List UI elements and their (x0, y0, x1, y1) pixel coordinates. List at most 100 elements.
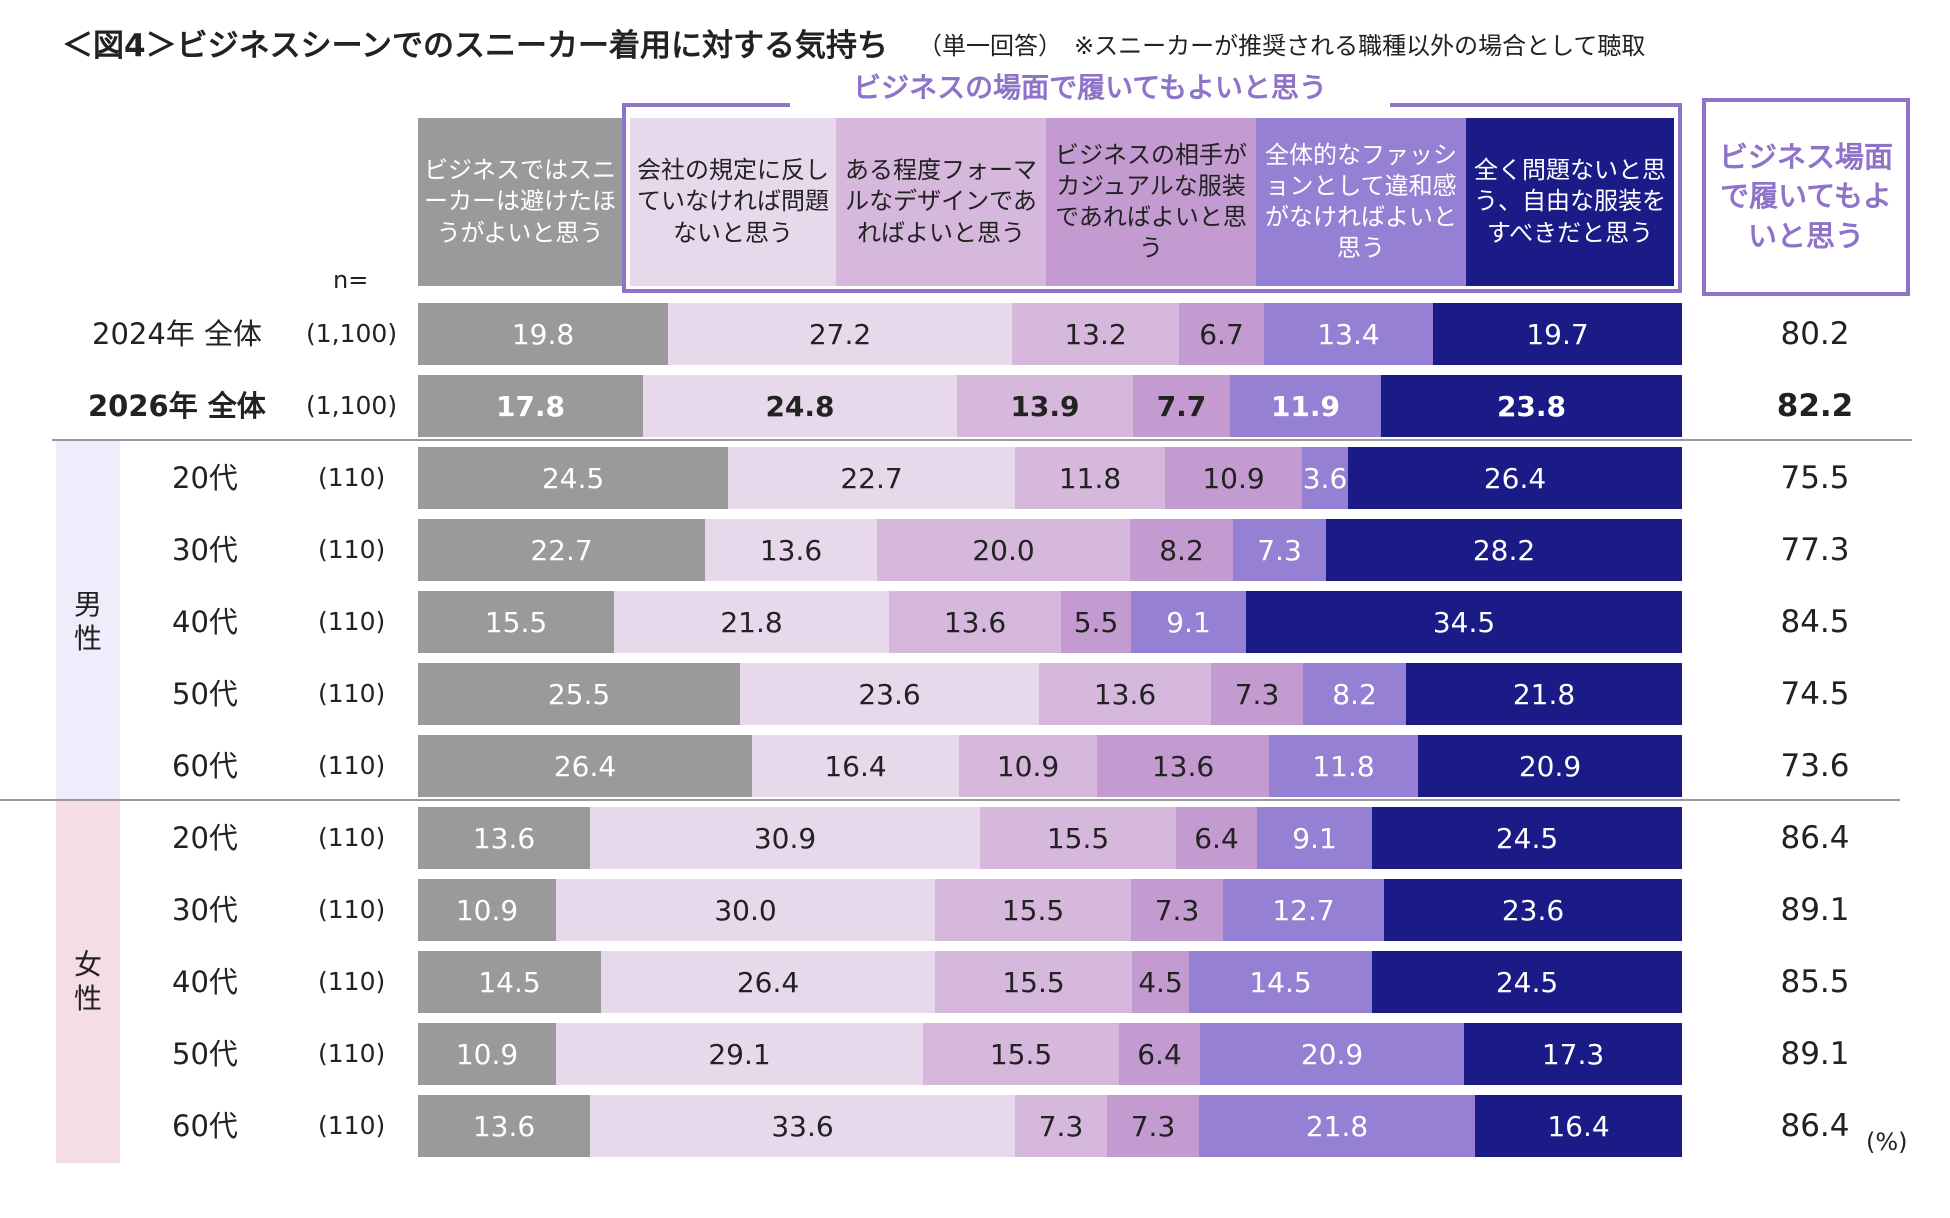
bar-row: 13.6 30.9 15.5 6.4 9.1 24.5 (418, 807, 1682, 869)
bar-segment: 17.8 (418, 375, 643, 437)
row-label: 40代 (172, 605, 238, 639)
bar-segment: 23.6 (1384, 879, 1682, 941)
bar-segment: 22.7 (728, 447, 1015, 509)
bar-segment: 3.6 (1302, 447, 1348, 509)
row-n: (110) (318, 895, 386, 924)
bar-segment: 11.8 (1269, 735, 1418, 797)
bar-segment: 30.0 (556, 879, 935, 941)
total-value: 89.1 (1780, 892, 1850, 928)
bar-segment: 11.9 (1230, 375, 1381, 437)
bar-segment: 25.5 (418, 663, 740, 725)
legend-header-4: ビジネスの相手がカジュアルな服装であればよいと思う (1046, 118, 1256, 286)
row-label: 30代 (172, 893, 238, 927)
bar-segment: 13.6 (705, 519, 877, 581)
chart-title: ＜図4＞ビジネスシーンでのスニーカー着用に対する気持ち (62, 28, 889, 64)
bar-segment: 13.6 (418, 1095, 590, 1157)
bar-segment: 15.5 (418, 591, 614, 653)
bar-segment: 15.5 (923, 1023, 1119, 1085)
bar-segment: 13.6 (889, 591, 1061, 653)
total-value: 89.1 (1780, 1036, 1850, 1072)
gender-label: 女性 (74, 948, 103, 1015)
bar-segment: 7.3 (1015, 1095, 1107, 1157)
bar-segment: 8.2 (1130, 519, 1233, 581)
row-n: (110) (318, 751, 386, 780)
group-label: ビジネスの場面で履いてもよいと思う (790, 68, 1390, 108)
bar-segment: 4.5 (1132, 951, 1189, 1013)
legend-header-1: ビジネスではスニーカーは避けたほうがよいと思う (418, 118, 622, 286)
bar-segment: 21.8 (1199, 1095, 1475, 1157)
bar-segment: 26.4 (1348, 447, 1682, 509)
male-band: 男性 (56, 441, 120, 803)
row-label: 2026年 全体 (88, 389, 266, 423)
row-n: (110) (318, 1111, 386, 1140)
bar-segment: 28.2 (1326, 519, 1682, 581)
bar-row: 24.5 22.7 11.8 10.9 3.6 26.4 (418, 447, 1682, 509)
total-value: 86.4 (1780, 820, 1850, 856)
bar-segment: 16.4 (1475, 1095, 1682, 1157)
row-label: 20代 (172, 821, 238, 855)
bar-segment: 10.9 (1165, 447, 1302, 509)
row-label: 2024年 全体 (92, 317, 263, 351)
bar-segment: 20.0 (877, 519, 1130, 581)
bar-segment: 13.6 (1097, 735, 1269, 797)
bar-row: 19.8 27.2 13.2 6.7 13.4 19.7 (418, 303, 1682, 365)
bar-segment: 15.5 (935, 879, 1131, 941)
row-n: (110) (318, 967, 386, 996)
bar-row: 26.4 16.4 10.9 13.6 11.8 20.9 (418, 735, 1682, 797)
bar-segment: 29.1 (556, 1023, 923, 1085)
total-value: 80.2 (1780, 316, 1850, 352)
bar-segment: 12.7 (1223, 879, 1384, 941)
bar-segment: 19.8 (418, 303, 668, 365)
bar-segment: 23.8 (1381, 375, 1682, 437)
bar-segment: 33.6 (590, 1095, 1015, 1157)
bar-segment: 23.6 (740, 663, 1039, 725)
legend-header-3: ある程度フォーマルなデザインであればよいと思う (836, 118, 1046, 286)
bar-segment: 10.9 (959, 735, 1097, 797)
row-label: 50代 (172, 1037, 238, 1071)
row-label: 60代 (172, 1109, 238, 1143)
row-label: 40代 (172, 965, 238, 999)
legend-header-6: 全く問題ないと思う、自由な服装をすべきだと思う (1466, 118, 1674, 286)
bar-row: 15.5 21.8 13.6 5.5 9.1 34.5 (418, 591, 1682, 653)
total-value: 86.4 (1780, 1108, 1850, 1144)
bar-segment: 6.4 (1176, 807, 1257, 869)
bar-segment: 7.3 (1233, 519, 1326, 581)
bar-segment: 10.9 (418, 1023, 556, 1085)
bar-segment: 34.5 (1246, 591, 1682, 653)
n-label: n= (333, 266, 369, 294)
total-header: ビジネス場面で履いてもよいと思う (1702, 98, 1910, 296)
row-n: (110) (318, 535, 386, 564)
gender-label: 男性 (74, 588, 103, 655)
row-label: 60代 (172, 749, 238, 783)
bar-segment: 15.5 (980, 807, 1176, 869)
bar-segment: 26.4 (418, 735, 752, 797)
total-value: 74.5 (1780, 676, 1850, 712)
total-value: 75.5 (1780, 460, 1850, 496)
chart-subtitle: （単一回答） ※スニーカーが推奨される職種以外の場合として聴取 (918, 32, 1646, 60)
bar-segment: 15.5 (935, 951, 1132, 1013)
row-n: (110) (318, 463, 386, 492)
bar-segment: 8.2 (1303, 663, 1406, 725)
bar-segment: 20.9 (1418, 735, 1682, 797)
bar-segment: 27.2 (668, 303, 1012, 365)
bar-segment: 10.9 (418, 879, 556, 941)
bar-row: 14.5 26.4 15.5 4.5 14.5 24.5 (418, 951, 1682, 1013)
bar-row: 13.6 33.6 7.3 7.3 21.8 16.4 (418, 1095, 1682, 1157)
bar-segment: 11.8 (1015, 447, 1165, 509)
bar-row: 22.7 13.6 20.0 8.2 7.3 28.2 (418, 519, 1682, 581)
total-value: 84.5 (1780, 604, 1850, 640)
bar-segment: 5.5 (1061, 591, 1131, 653)
row-n: (110) (318, 1039, 386, 1068)
total-value: 77.3 (1780, 532, 1850, 568)
bar-segment: 7.3 (1211, 663, 1303, 725)
bar-segment: 7.3 (1131, 879, 1223, 941)
row-n: (1,100) (306, 319, 398, 348)
bar-segment: 30.9 (590, 807, 980, 869)
bar-row: 17.8 24.8 13.9 7.7 11.9 23.8 (418, 375, 1682, 437)
row-n: (1,100) (306, 391, 398, 420)
row-label: 20代 (172, 461, 238, 495)
total-value: 73.6 (1780, 748, 1850, 784)
unit-label: (%) (1866, 1128, 1908, 1156)
bar-segment: 26.4 (601, 951, 935, 1013)
bar-segment: 6.4 (1119, 1023, 1200, 1085)
